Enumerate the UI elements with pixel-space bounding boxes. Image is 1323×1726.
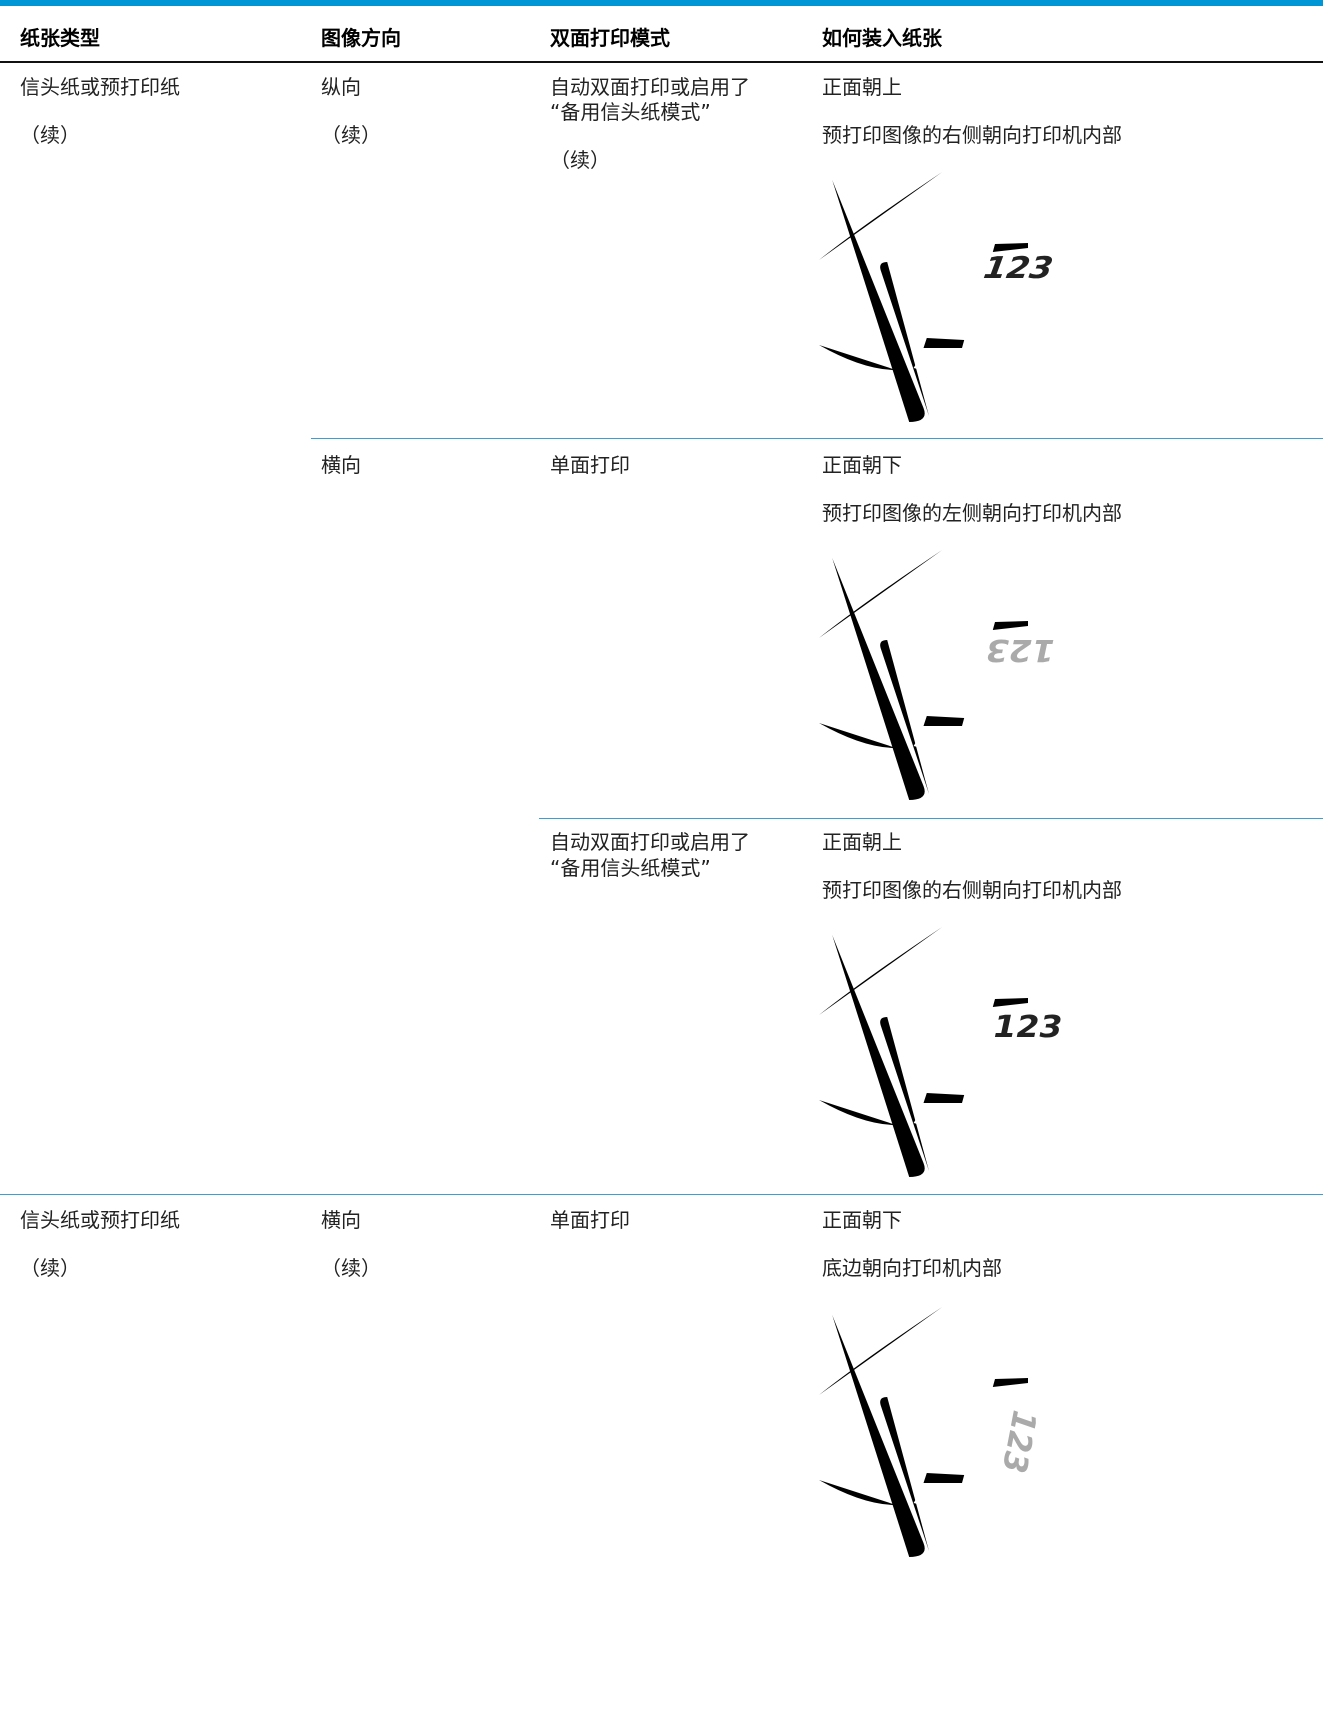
header-cell: 如何装入纸张	[822, 26, 942, 50]
cell: 信头纸或预打印纸	[20, 75, 180, 99]
cell: 纵向	[321, 75, 361, 99]
row-rule	[0, 1194, 1323, 1195]
top-bar	[0, 0, 1323, 6]
row-rule	[539, 818, 1323, 819]
cell: “备用信头纸模式”	[550, 100, 711, 124]
header-cell: 纸张类型	[20, 26, 100, 50]
cell: （续）	[550, 148, 610, 172]
row-rule	[311, 438, 1323, 439]
paper-label: 123	[994, 1010, 1063, 1044]
cell: 单面打印	[550, 453, 630, 477]
cell: 正面朝上	[822, 830, 902, 854]
cell: （续）	[321, 1256, 381, 1280]
illustration: 123	[819, 548, 1105, 808]
cell: 正面朝下	[822, 1208, 902, 1232]
header-rule	[0, 61, 1323, 63]
paper-label: 123	[986, 632, 1055, 666]
cell: 横向	[321, 1208, 361, 1232]
header-cell: 双面打印模式	[550, 26, 670, 50]
cell: 正面朝上	[822, 75, 902, 99]
cell: 单面打印	[550, 1208, 630, 1232]
cell: 预打印图像的右侧朝向打印机内部	[822, 878, 1122, 902]
header-cell: 图像方向	[321, 26, 401, 50]
cell: 自动双面打印或启用了	[550, 75, 750, 99]
illustration: 123	[819, 170, 1105, 430]
paper-label: 123	[981, 252, 1055, 286]
cell: （续）	[20, 123, 80, 147]
cell: 自动双面打印或启用了	[550, 830, 750, 854]
illustration: 123	[819, 925, 1105, 1185]
cell: 正面朝下	[822, 453, 902, 477]
cell: （续）	[321, 123, 381, 147]
cell: 预打印图像的左侧朝向打印机内部	[822, 501, 1122, 525]
cell: “备用信头纸模式”	[550, 856, 711, 880]
cell: 底边朝向打印机内部	[822, 1256, 1002, 1280]
cell: 预打印图像的右侧朝向打印机内部	[822, 123, 1122, 147]
cell: （续）	[20, 1256, 80, 1280]
cell: 信头纸或预打印纸	[20, 1208, 180, 1232]
cell: 横向	[321, 453, 361, 477]
illustration: 123	[819, 1305, 1105, 1565]
